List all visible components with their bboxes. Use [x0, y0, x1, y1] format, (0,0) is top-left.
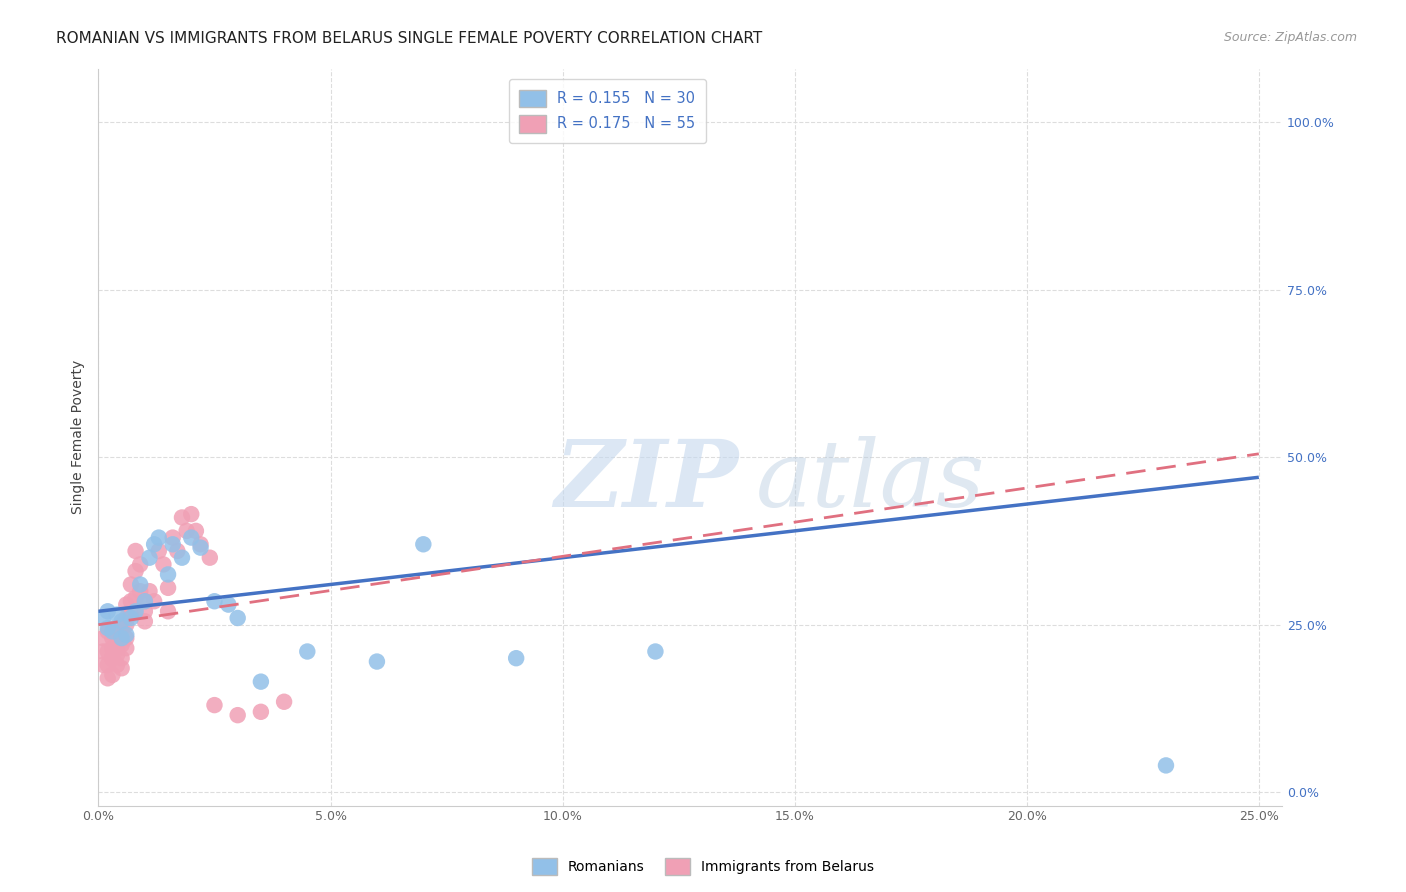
Point: [101, 651, 124, 665]
Point: [366, 655, 388, 669]
Point: [204, 594, 226, 608]
Point: [111, 651, 134, 665]
Point: [273, 695, 295, 709]
Point: [120, 607, 142, 622]
Y-axis label: Single Female Poverty: Single Female Poverty: [72, 360, 86, 514]
Point: [134, 594, 156, 608]
Point: [138, 584, 160, 599]
Point: [124, 564, 146, 578]
Point: [505, 651, 527, 665]
Point: [91, 611, 114, 625]
Point: [91, 657, 114, 672]
Point: [111, 661, 134, 675]
Point: [105, 641, 128, 656]
Point: [143, 537, 166, 551]
Point: [97, 657, 120, 672]
Point: [180, 507, 202, 521]
Point: [129, 577, 152, 591]
Point: [105, 657, 128, 672]
Point: [190, 541, 212, 555]
Point: [115, 611, 138, 625]
Point: [115, 641, 138, 656]
Point: [148, 544, 170, 558]
Point: [176, 524, 198, 538]
Point: [226, 611, 249, 625]
Point: [115, 617, 138, 632]
Point: [250, 674, 273, 689]
Point: [162, 531, 184, 545]
Point: [297, 644, 319, 658]
Point: [138, 550, 160, 565]
Point: [190, 537, 212, 551]
Point: [101, 624, 124, 639]
Point: [115, 598, 138, 612]
Point: [250, 705, 273, 719]
Point: [105, 648, 128, 662]
Point: [97, 621, 120, 635]
Point: [101, 668, 124, 682]
Text: ROMANIAN VS IMMIGRANTS FROM BELARUS SINGLE FEMALE POVERTY CORRELATION CHART: ROMANIAN VS IMMIGRANTS FROM BELARUS SING…: [56, 31, 762, 46]
Point: [97, 624, 120, 639]
Point: [166, 544, 188, 558]
Point: [148, 531, 170, 545]
Point: [1154, 758, 1177, 772]
Text: atlas: atlas: [755, 436, 984, 526]
Point: [124, 591, 146, 605]
Text: Source: ZipAtlas.com: Source: ZipAtlas.com: [1223, 31, 1357, 45]
Point: [111, 615, 134, 629]
Point: [134, 615, 156, 629]
Point: [129, 558, 152, 572]
Point: [644, 644, 666, 658]
Point: [124, 544, 146, 558]
Point: [101, 641, 124, 656]
Point: [111, 631, 134, 645]
Point: [111, 638, 134, 652]
Point: [120, 577, 142, 591]
Point: [105, 631, 128, 645]
Text: ZIP: ZIP: [554, 436, 738, 526]
Point: [180, 531, 202, 545]
Legend: Romanians, Immigrants from Belarus: Romanians, Immigrants from Belarus: [526, 853, 880, 880]
Point: [162, 537, 184, 551]
Point: [170, 510, 193, 524]
Point: [91, 644, 114, 658]
Point: [157, 604, 180, 618]
Point: [120, 611, 142, 625]
Point: [101, 631, 124, 645]
Point: [157, 581, 180, 595]
Point: [124, 604, 146, 618]
Point: [120, 594, 142, 608]
Point: [143, 594, 166, 608]
Point: [97, 671, 120, 685]
Point: [170, 550, 193, 565]
Point: [111, 621, 134, 635]
Point: [217, 598, 239, 612]
Point: [129, 584, 152, 599]
Legend: R = 0.155   N = 30, R = 0.175   N = 55: R = 0.155 N = 30, R = 0.175 N = 55: [509, 79, 706, 143]
Point: [97, 644, 120, 658]
Point: [105, 607, 128, 622]
Point: [157, 567, 180, 582]
Point: [91, 631, 114, 645]
Point: [101, 651, 124, 665]
Point: [412, 537, 434, 551]
Point: [115, 631, 138, 645]
Point: [226, 708, 249, 723]
Point: [152, 558, 174, 572]
Point: [134, 604, 156, 618]
Point: [198, 550, 221, 565]
Point: [97, 604, 120, 618]
Point: [111, 617, 134, 632]
Point: [184, 524, 207, 538]
Point: [115, 628, 138, 642]
Point: [204, 698, 226, 712]
Point: [134, 594, 156, 608]
